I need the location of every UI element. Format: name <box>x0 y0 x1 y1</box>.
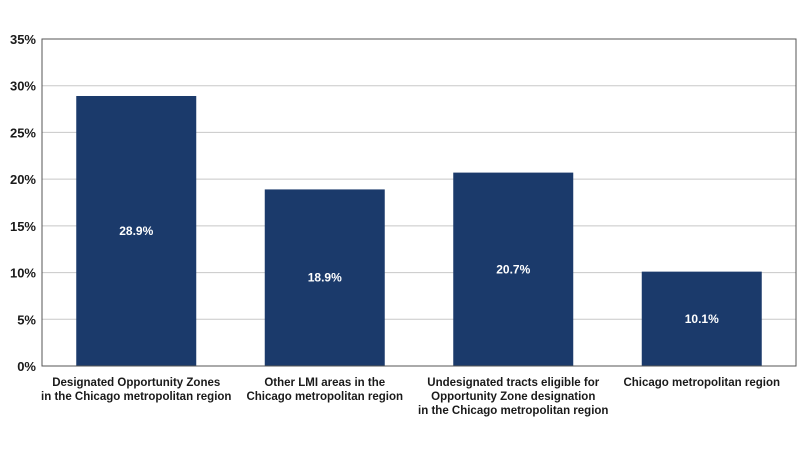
x-category-label: Chicago metropolitan region <box>246 391 403 403</box>
bar-value-label: 28.9% <box>119 224 153 238</box>
x-category-label: in the Chicago metropolitan region <box>418 405 608 417</box>
plot-frame <box>41 38 797 367</box>
y-tick-label: 10% <box>10 266 36 281</box>
x-category-label: Chicago metropolitan region <box>623 377 780 389</box>
x-category-label: Designated Opportunity Zones <box>52 377 220 389</box>
y-tick-label: 5% <box>17 312 36 327</box>
x-axis-category-labels: Designated Opportunity Zones in the Chica… <box>41 377 780 417</box>
x-category-label: in the Chicago metropolitan region <box>41 391 231 403</box>
y-tick-label: 0% <box>17 359 36 374</box>
y-tick-label: 35% <box>10 32 36 47</box>
y-axis-ticks: 0% 5% 10% 15% 20% 25% 30% 35% <box>10 32 36 374</box>
bar-data-labels: 28.9% 18.9% 20.7% 10.1% <box>119 224 719 326</box>
bar-value-label: 10.1% <box>685 312 719 326</box>
bar <box>641 271 762 366</box>
bar <box>453 172 574 366</box>
bars <box>76 95 762 367</box>
bar-value-label: 20.7% <box>496 262 530 276</box>
x-category-label: Opportunity Zone designation <box>431 391 595 403</box>
y-tick-label: 15% <box>10 219 36 234</box>
y-tick-label: 25% <box>10 125 36 140</box>
bar <box>264 189 385 366</box>
bar-value-label: 18.9% <box>308 271 342 285</box>
bar <box>76 95 197 367</box>
y-tick-label: 20% <box>10 172 36 187</box>
x-category-label: Other LMI areas in the <box>264 377 385 389</box>
y-tick-label: 30% <box>10 79 36 94</box>
x-category-label: Undesignated tracts eligible for <box>427 377 599 389</box>
